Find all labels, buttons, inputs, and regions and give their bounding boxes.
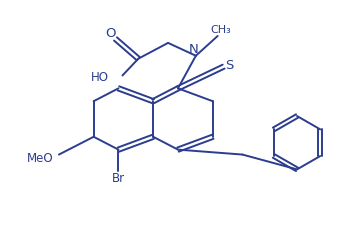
Text: Br: Br xyxy=(112,172,125,185)
Text: MeO: MeO xyxy=(27,152,54,165)
Text: O: O xyxy=(105,26,116,39)
Text: CH₃: CH₃ xyxy=(210,25,231,35)
Text: N: N xyxy=(189,43,199,56)
Text: HO: HO xyxy=(90,71,108,84)
Text: S: S xyxy=(226,59,234,72)
